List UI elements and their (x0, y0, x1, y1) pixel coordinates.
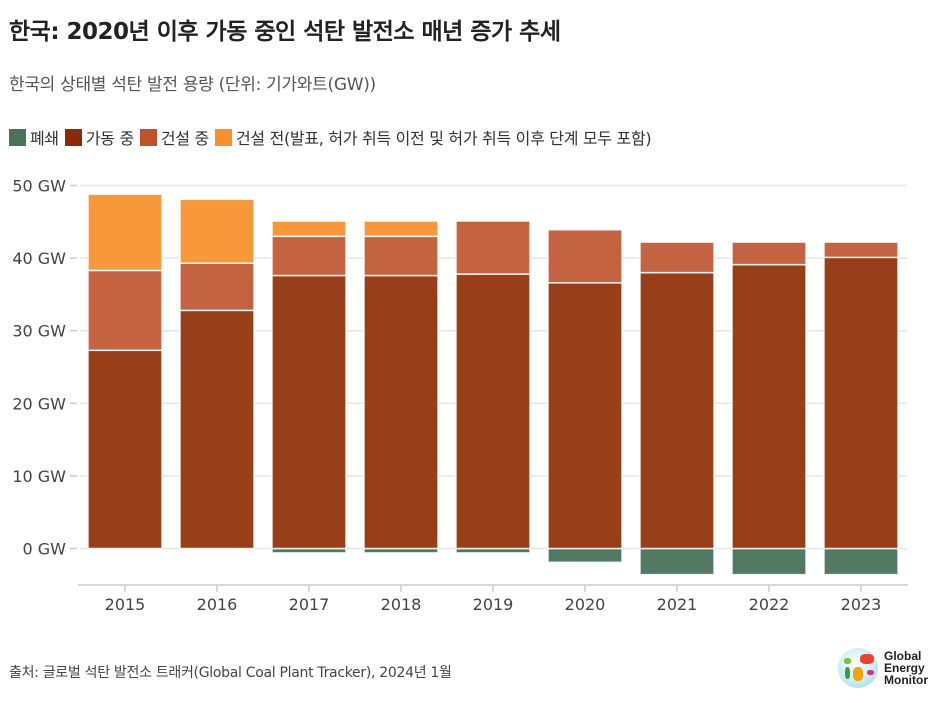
y-tick-label: 0 GW (23, 540, 67, 559)
bar-construction (823, 241, 899, 259)
bar-retired (731, 547, 807, 576)
bar-preconstruction (363, 220, 439, 238)
x-tick-label: 2019 (473, 595, 514, 614)
legend: 폐쇄 가동 중 건설 중 건설 전(발표, 허가 취득 이전 및 허가 취득 이… (9, 125, 657, 149)
x-axis: 2015 2016 2017 2018 2019 2020 2021 2022 2023 (78, 584, 908, 614)
logo-line-2: Energy (884, 661, 925, 675)
legend-item-operating: 가동 중 (64, 125, 134, 149)
bar-construction (547, 229, 623, 284)
bar-construction (639, 241, 715, 274)
x-tick-label: 2023 (841, 595, 882, 614)
x-tick-label: 2017 (289, 595, 330, 614)
bar-preconstruction (179, 198, 255, 264)
bar-construction (179, 262, 255, 312)
legend-label-retired: 폐쇄 (30, 129, 59, 148)
bar-operating (363, 274, 439, 550)
y-axis: 0 GW 10 GW 20 GW 30 GW 40 GW 50 GW (12, 177, 77, 559)
bar-operating (639, 271, 715, 550)
y-tick-label: 20 GW (12, 394, 66, 413)
y-tick-label: 50 GW (12, 177, 66, 196)
bar-construction (363, 235, 439, 277)
source-note: 출처: 글로벌 석탄 발전소 트래커(Global Coal Plant Tra… (9, 665, 452, 681)
legend-swatch-preconstruction (214, 128, 232, 146)
bar-preconstruction (271, 220, 347, 238)
legend-label-construction: 건설 중 (160, 129, 209, 148)
legend-swatch-operating (64, 128, 82, 146)
logo-text: Global Energy Monitor (884, 650, 928, 686)
gem-logo: Global Energy Monitor (838, 648, 928, 688)
bar-construction (731, 241, 807, 266)
bar-construction (455, 220, 531, 275)
y-tick-label: 40 GW (12, 249, 66, 268)
bar-operating (87, 349, 163, 550)
bar-construction (271, 235, 347, 277)
legend-swatch-retired (9, 128, 26, 146)
legend-item-retired: 폐쇄 (9, 125, 59, 149)
bar-operating (731, 263, 807, 550)
x-tick-label: 2016 (197, 595, 238, 614)
globe-icon (838, 648, 878, 688)
y-tick-label: 30 GW (12, 322, 66, 341)
legend-label-preconstruction: 건설 전(발표, 허가 취득 이전 및 허가 취득 이후 단계 모두 포함) (235, 129, 652, 148)
legend-swatch-construction (139, 128, 157, 146)
bar-retired (823, 547, 899, 576)
x-tick-label: 2018 (381, 595, 422, 614)
bar-retired (547, 547, 623, 564)
bar-operating (823, 256, 899, 550)
legend-label-operating: 가동 중 (85, 129, 134, 148)
x-tick-label: 2022 (749, 595, 790, 614)
x-tick-label: 2015 (105, 595, 146, 614)
x-tick-label: 2020 (565, 595, 606, 614)
logo-line-3: Monitor (884, 673, 928, 687)
logo-line-1: Global (884, 649, 922, 663)
legend-item-preconstruction: 건설 전(발표, 허가 취득 이전 및 허가 취득 이후 단계 모두 포함) (214, 125, 652, 149)
chart-subtitle: 한국의 상태별 석탄 발전 용량 (단위: 기가와트(GW)) (9, 75, 376, 95)
chart-title: 한국: 2020년 이후 가동 중인 석탄 발전소 매년 증가 추세 (9, 19, 561, 45)
bar-preconstruction (87, 193, 163, 272)
y-tick-label: 10 GW (12, 467, 66, 486)
bar-operating (455, 273, 531, 550)
bar-construction (87, 269, 163, 352)
bars (87, 193, 899, 576)
legend-item-construction: 건설 중 (139, 125, 209, 149)
bar-operating (271, 274, 347, 550)
bar-operating (179, 309, 255, 550)
x-tick-label: 2021 (657, 595, 698, 614)
bar-operating (547, 282, 623, 550)
bar-retired (639, 547, 715, 576)
